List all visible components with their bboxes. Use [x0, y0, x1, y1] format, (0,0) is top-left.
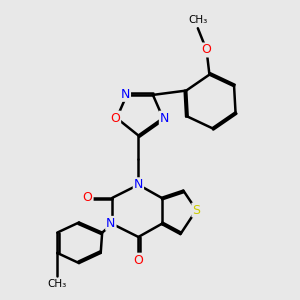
Text: N: N [106, 217, 116, 230]
Text: N: N [160, 112, 169, 124]
Text: CH₃: CH₃ [188, 15, 208, 25]
Text: N: N [134, 178, 143, 191]
Text: O: O [134, 254, 143, 267]
Text: O: O [202, 44, 212, 56]
Text: O: O [83, 191, 93, 204]
Text: S: S [192, 203, 200, 217]
Text: O: O [110, 112, 120, 124]
Text: N: N [121, 88, 130, 101]
Text: CH₃: CH₃ [48, 279, 67, 289]
